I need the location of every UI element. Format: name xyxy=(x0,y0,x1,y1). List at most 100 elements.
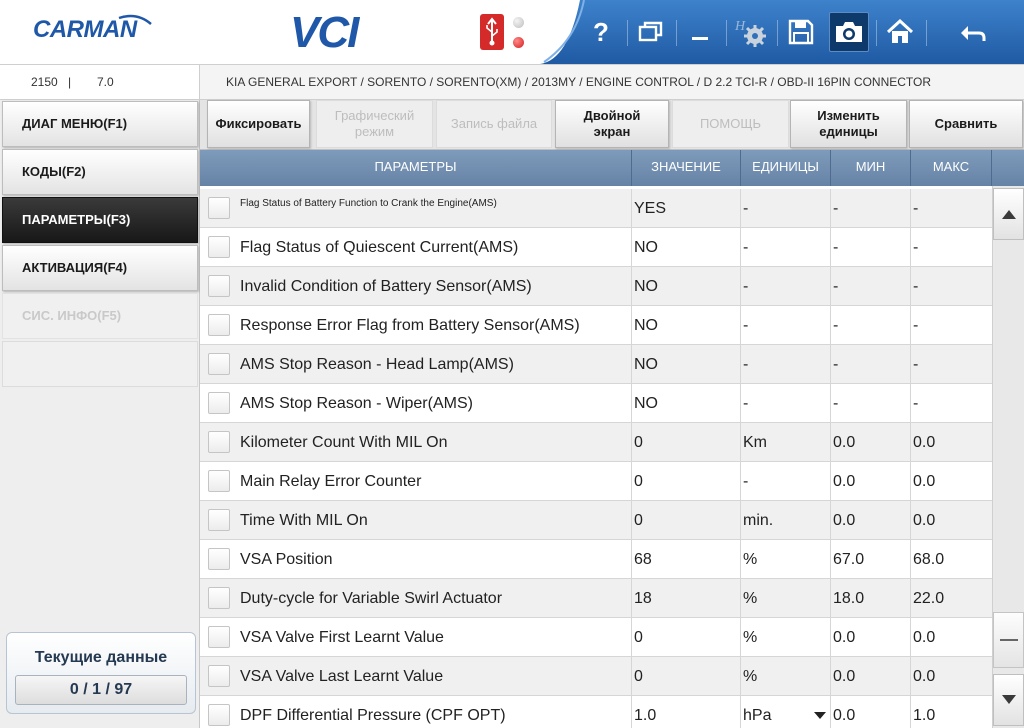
help-button[interactable]: ? xyxy=(581,12,621,52)
change-units-button[interactable]: Изменить единицы xyxy=(790,100,907,148)
toolbar-separator xyxy=(926,20,927,46)
column-header-min[interactable]: МИН xyxy=(831,150,911,186)
parameter-value: NO xyxy=(632,384,741,423)
parameter-min-text: 0.0 xyxy=(833,668,856,685)
window-button[interactable] xyxy=(631,12,671,52)
settings-button[interactable]: H xyxy=(730,12,770,52)
column-header-value[interactable]: ЗНАЧЕНИЕ xyxy=(632,150,741,186)
parameter-max-text: 22.0 xyxy=(913,590,945,607)
table-row[interactable]: AMS Stop Reason - Wiper(AMS) NO - - - xyxy=(200,384,992,423)
column-header-max[interactable]: МАКС xyxy=(911,150,992,186)
column-header-units[interactable]: ЕДИНИЦЫ xyxy=(741,150,831,186)
parameter-min: 0.0 xyxy=(831,696,911,728)
vci-separator: | xyxy=(68,75,72,89)
parameter-min-text: - xyxy=(833,200,839,217)
parameter-name: Kilometer Count With MIL On xyxy=(240,423,632,462)
row-checkbox[interactable] xyxy=(208,665,230,687)
scrollbar[interactable] xyxy=(992,186,1024,728)
parameter-min-text: - xyxy=(833,278,839,295)
row-checkbox[interactable] xyxy=(208,509,230,531)
parameter-unit-text: % xyxy=(743,590,758,607)
table-row[interactable]: VSA Position 68% 67.0 68.0 xyxy=(200,540,992,579)
parameter-value-text: YES xyxy=(634,200,667,217)
row-checkbox[interactable] xyxy=(208,704,230,726)
scroll-up-button[interactable] xyxy=(993,188,1024,240)
table-row[interactable]: Invalid Condition of Battery Sensor(AMS)… xyxy=(200,267,992,306)
parameter-max: 68.0 xyxy=(911,540,992,579)
home-button[interactable] xyxy=(880,12,920,52)
parameter-value-text: 0 xyxy=(634,473,643,490)
parameter-max: 0.0 xyxy=(911,618,992,657)
sidebar-item-parameters[interactable]: ПАРАМЕТРЫ(F3) xyxy=(2,197,198,243)
parameter-value-text: 0 xyxy=(634,512,643,529)
parameter-unit[interactable]: hPa xyxy=(741,696,831,728)
row-checkbox[interactable] xyxy=(208,392,230,414)
row-checkbox[interactable] xyxy=(208,353,230,375)
row-checkbox[interactable] xyxy=(208,197,230,219)
parameter-name: Response Error Flag from Battery Sensor(… xyxy=(240,306,632,345)
table-row[interactable]: DPF Differential Pressure (CPF OPT) 1.0 hP… xyxy=(200,696,992,728)
parameter-unit: - xyxy=(741,462,831,501)
table-row[interactable]: Flag Status of Battery Function to Crank… xyxy=(200,189,992,228)
parameter-min-text: 0.0 xyxy=(833,629,856,646)
row-checkbox[interactable] xyxy=(208,236,230,258)
table-row[interactable]: AMS Stop Reason - Head Lamp(AMS) NO - - - xyxy=(200,345,992,384)
logo-swoosh-icon xyxy=(118,14,152,25)
scroll-thumb[interactable] xyxy=(993,612,1024,668)
table-row[interactable]: Main Relay Error Counter 0 - 0.0 0.0 xyxy=(200,462,992,501)
parameter-min: 0.0 xyxy=(831,618,911,657)
save-icon xyxy=(788,19,814,45)
usb-icon xyxy=(480,14,504,50)
sidebar-item-activation[interactable]: АКТИВАЦИЯ(F4) xyxy=(2,245,198,291)
table-row[interactable]: Flag Status of Quiescent Current(AMS) NO -… xyxy=(200,228,992,267)
row-checkbox[interactable] xyxy=(208,275,230,297)
parameter-max-text: 0.0 xyxy=(913,629,936,646)
parameter-min-text: - xyxy=(833,395,839,412)
back-button[interactable] xyxy=(953,12,993,52)
table-row[interactable]: Kilometer Count With MIL On 0 Km 0.0 0.0 xyxy=(200,423,992,462)
parameter-name: Flag Status of Quiescent Current(AMS) xyxy=(240,228,632,267)
table-row[interactable]: Time With MIL On 0 min. 0.0 0.0 xyxy=(200,501,992,540)
thumb-grip-icon xyxy=(1000,639,1018,641)
parameter-name: DPF Differential Pressure (CPF OPT) xyxy=(240,696,632,728)
unit-dropdown-icon[interactable] xyxy=(814,712,826,719)
parameter-value-text: 0 xyxy=(634,629,643,646)
minimize-button[interactable] xyxy=(680,12,720,52)
parameter-unit: % xyxy=(741,618,831,657)
row-checkbox[interactable] xyxy=(208,587,230,609)
save-button[interactable] xyxy=(781,12,821,52)
parameter-value: 1.0 xyxy=(632,696,741,728)
table-row[interactable]: Duty-cycle for Variable Swirl Actuator 18… xyxy=(200,579,992,618)
row-checkbox[interactable] xyxy=(208,626,230,648)
table-row[interactable]: VSA Valve First Learnt Value 0% 0.0 0.0 xyxy=(200,618,992,657)
fix-button[interactable]: Фиксировать xyxy=(207,100,310,148)
table-row[interactable]: Response Error Flag from Battery Sensor(… xyxy=(200,306,992,345)
parameter-unit: - xyxy=(741,228,831,267)
row-checkbox[interactable] xyxy=(208,548,230,570)
parameter-max-text: - xyxy=(913,278,919,295)
table-row[interactable]: VSA Valve Last Learnt Value 0% 0.0 0.0 xyxy=(200,657,992,696)
parameter-max: 0.0 xyxy=(911,462,992,501)
parameter-unit: - xyxy=(741,306,831,345)
dual-screen-button[interactable]: Двойной экран xyxy=(555,100,669,148)
parameter-min: - xyxy=(831,228,911,267)
parameter-unit: - xyxy=(741,345,831,384)
compare-button[interactable]: Сравнить xyxy=(909,100,1023,148)
sidebar-item-diag-menu[interactable]: ДИАГ МЕНЮ(F1) xyxy=(2,101,198,147)
window-icon xyxy=(638,21,663,42)
screenshot-button[interactable] xyxy=(829,12,869,52)
home-icon xyxy=(886,19,914,43)
product-title: VCI xyxy=(290,8,359,57)
scroll-down-button[interactable] xyxy=(993,674,1024,726)
parameter-value: YES xyxy=(632,189,741,228)
parameter-value: 0 xyxy=(632,618,741,657)
parameter-name: AMS Stop Reason - Head Lamp(AMS) xyxy=(240,345,632,384)
logo-text: CARMAN xyxy=(33,16,137,43)
vci-id: 2150 xyxy=(31,75,58,89)
row-checkbox[interactable] xyxy=(208,470,230,492)
row-checkbox[interactable] xyxy=(208,431,230,453)
row-checkbox[interactable] xyxy=(208,314,230,336)
sidebar-item-codes[interactable]: КОДЫ(F2) xyxy=(2,149,198,195)
record-file-button: Запись файла xyxy=(436,100,552,148)
column-header-parameters[interactable]: ПАРАМЕТРЫ xyxy=(200,150,632,186)
